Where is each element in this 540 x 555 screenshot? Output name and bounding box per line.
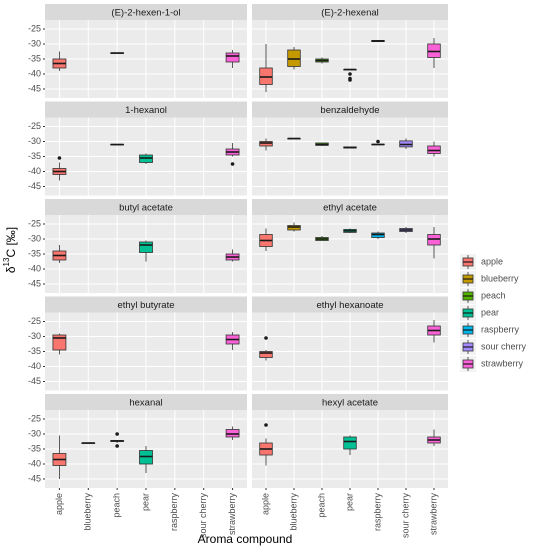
legend-label: sour cherry [481,341,527,351]
outlier [348,72,352,76]
x-tick-label: pear [344,493,354,511]
y-tick-label: -30 [28,331,41,341]
strip [45,296,247,313]
y-tick-label: -35 [28,443,41,453]
x-tick-label: strawberry [227,493,237,536]
outlier [264,423,268,427]
x-tick-label: raspberry [169,493,179,532]
box [259,351,273,358]
outlier [264,336,268,340]
x-axis-title: Aroma compound [198,532,293,546]
panel-title: benzaldehyde [320,105,379,116]
x-tick-label: blueberry [288,493,298,531]
panel-title: (E)-2-hexen-1-ol [111,8,180,19]
y-axis-title: δ13C [‰] [2,227,18,273]
outlier [115,432,119,436]
y-tick-label: -30 [28,428,41,438]
legend-label: blueberry [481,273,519,283]
panel-title: butyl acetate [119,203,173,214]
y-title-suffix: C [‰] [4,227,18,258]
y-tick-label: -25 [28,121,41,131]
y-tick-label: -40 [28,361,41,371]
strip [45,101,247,118]
y-tick-label: -25 [28,413,41,423]
legend-label: apple [481,256,503,266]
strip [45,199,247,215]
x-tick-label: peach [316,493,326,518]
legend-label: strawberry [481,358,524,368]
strip [252,394,448,410]
y-tick-label: -25 [28,218,41,228]
panel-title: ethyl butyrate [117,300,174,311]
y-tick-label: -35 [28,151,41,161]
outlier [376,139,380,144]
outlier [348,78,352,82]
strip [45,4,247,20]
x-tick-label: apple [260,493,270,515]
x-tick-label: peach [112,493,122,518]
x-tick-label: sour cherry [198,493,208,539]
y-tick-label: -30 [28,136,41,146]
y-tick-label: -35 [28,346,41,356]
strip [252,199,448,215]
panel-title: hexanal [129,398,162,409]
box [343,436,357,450]
y-tick-label: -40 [28,166,41,176]
x-tick-label: blueberry [83,493,93,531]
x-tick-label: apple [54,493,64,515]
outlier [57,156,62,160]
y-tick-label: -45 [28,181,41,191]
panel-title: ethyl hexanoate [316,300,383,311]
y-tick-label: -40 [28,68,41,78]
y-tick-label: -25 [28,23,41,33]
y-tick-label: -30 [28,38,41,48]
y-title-prefix: δ [4,266,18,273]
legend-label: pear [481,307,499,317]
y-tick-label: -35 [28,53,41,63]
y-tick-label: -45 [28,278,41,288]
strip [45,394,247,410]
strip [252,296,448,313]
y-tick-label: -30 [28,233,41,243]
y-tick-label: -45 [28,473,41,483]
y-tick-label: -40 [28,263,41,273]
box [225,52,240,63]
outlier [115,444,119,448]
x-tick-label: raspberry [372,493,382,532]
y-tick-label: -45 [28,83,41,93]
x-tick-label: sour cherry [400,493,410,539]
y-tick-label: -45 [28,376,41,386]
x-tick-label: strawberry [428,493,438,536]
legend-label: peach [481,290,506,300]
y-title-sup: 13 [2,257,11,266]
y-tick-label: -35 [28,248,41,258]
box [139,241,153,253]
panel-title: (E)-2-hexenal [321,8,379,19]
panel-title: ethyl acetate [323,203,377,214]
x-tick-label: pear [140,493,150,511]
outlier [230,162,235,166]
panel-title: hexyl acetate [322,398,378,409]
legend-label: raspberry [481,324,520,334]
y-tick-label: -25 [28,316,41,326]
strip [252,101,448,118]
y-tick-label: -40 [28,458,41,468]
strip [252,4,448,20]
panel-title: 1-hexanol [125,105,167,116]
